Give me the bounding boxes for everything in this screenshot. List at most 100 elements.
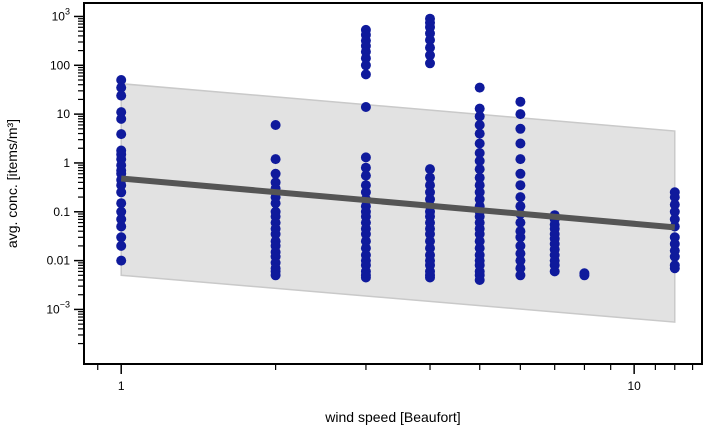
data-point bbox=[270, 120, 281, 130]
data-point bbox=[116, 129, 127, 140]
data-point bbox=[116, 75, 127, 85]
data-point bbox=[474, 103, 485, 114]
data-point bbox=[515, 232, 526, 243]
data-point bbox=[515, 192, 526, 203]
y-tick-label: 10−3 bbox=[46, 299, 70, 316]
data-point bbox=[515, 270, 526, 281]
data-point bbox=[116, 180, 127, 191]
data-point bbox=[425, 172, 435, 183]
data-point bbox=[515, 109, 526, 120]
data-point bbox=[474, 229, 485, 239]
data-point bbox=[116, 82, 127, 93]
y-tick-label: 10 bbox=[57, 107, 71, 121]
data-point bbox=[515, 263, 526, 274]
fit-line-layer bbox=[120, 175, 676, 231]
data-point bbox=[360, 236, 371, 247]
data-point bbox=[116, 240, 127, 251]
data-point bbox=[360, 229, 371, 239]
data-point bbox=[474, 155, 485, 166]
data-point bbox=[669, 263, 680, 274]
data-point bbox=[549, 266, 560, 277]
data-point bbox=[669, 206, 680, 217]
data-point bbox=[116, 214, 127, 225]
y-tick-label: 1 bbox=[63, 156, 70, 170]
data-point bbox=[669, 214, 680, 225]
y-axis-title: avg. conc. [items/m³] bbox=[4, 119, 20, 248]
data-point bbox=[270, 229, 281, 239]
data-point bbox=[425, 58, 435, 69]
data-point bbox=[515, 168, 526, 179]
data-point bbox=[474, 138, 485, 149]
data-point bbox=[360, 170, 371, 181]
data-point bbox=[669, 192, 680, 203]
data-point bbox=[515, 123, 526, 134]
data-point bbox=[425, 194, 435, 205]
data-point bbox=[474, 82, 485, 93]
data-point bbox=[515, 248, 526, 259]
data-point bbox=[116, 90, 127, 101]
data-point bbox=[360, 53, 371, 64]
data-point bbox=[116, 206, 127, 217]
data-point bbox=[425, 229, 435, 239]
data-point bbox=[669, 199, 680, 210]
data-point bbox=[474, 148, 485, 158]
data-point bbox=[474, 275, 485, 285]
data-point bbox=[515, 96, 526, 107]
data-point bbox=[116, 232, 127, 243]
y-axis-ticks: 10−3 0.01 0.1 1 10 100 103 bbox=[46, 6, 83, 345]
data-point bbox=[515, 180, 526, 191]
data-point bbox=[474, 172, 485, 183]
x-tick-label: 10 bbox=[627, 379, 641, 393]
plot-frame bbox=[83, 2, 703, 365]
data-point bbox=[116, 187, 127, 198]
data-point bbox=[360, 272, 371, 283]
data-point bbox=[425, 243, 435, 254]
data-point bbox=[474, 164, 485, 175]
data-point bbox=[116, 113, 127, 124]
data-point bbox=[360, 69, 371, 80]
data-point bbox=[474, 120, 485, 130]
data-point bbox=[270, 168, 281, 179]
data-point bbox=[515, 138, 526, 149]
data-point bbox=[669, 251, 680, 262]
data-point bbox=[425, 50, 435, 61]
data-point bbox=[270, 270, 281, 281]
x-axis-ticks: 1 10 bbox=[97, 365, 694, 393]
data-point bbox=[360, 162, 371, 173]
fit-line bbox=[120, 175, 676, 231]
data-point bbox=[474, 187, 485, 198]
data-point bbox=[474, 111, 485, 122]
data-point bbox=[474, 128, 485, 139]
data-point bbox=[474, 180, 485, 191]
data-point bbox=[425, 164, 435, 175]
data-point bbox=[360, 180, 371, 191]
data-point bbox=[270, 154, 281, 165]
data-point bbox=[425, 35, 435, 45]
data-point bbox=[425, 272, 435, 283]
data-point bbox=[515, 154, 526, 165]
y-tick-label: 100 bbox=[50, 58, 70, 72]
data-point bbox=[579, 270, 590, 281]
data-point bbox=[116, 221, 127, 232]
data-point bbox=[515, 255, 526, 266]
data-point bbox=[474, 243, 485, 254]
data-point bbox=[425, 187, 435, 198]
data-point bbox=[270, 198, 281, 209]
y-tick-label: 0.01 bbox=[47, 254, 71, 268]
data-point bbox=[425, 42, 435, 53]
data-point bbox=[360, 187, 371, 198]
data-point bbox=[116, 198, 127, 209]
data-point bbox=[425, 236, 435, 247]
data-point bbox=[360, 60, 371, 71]
x-axis-title: wind speed [Beaufort] bbox=[324, 409, 460, 425]
data-point bbox=[425, 180, 435, 191]
data-point bbox=[360, 102, 371, 112]
y-tick-label: 103 bbox=[52, 6, 70, 23]
data-point bbox=[474, 236, 485, 247]
data-point bbox=[360, 152, 371, 163]
data-point bbox=[515, 240, 526, 251]
data-point bbox=[116, 255, 127, 266]
data-point bbox=[360, 243, 371, 254]
data-point bbox=[515, 217, 526, 228]
